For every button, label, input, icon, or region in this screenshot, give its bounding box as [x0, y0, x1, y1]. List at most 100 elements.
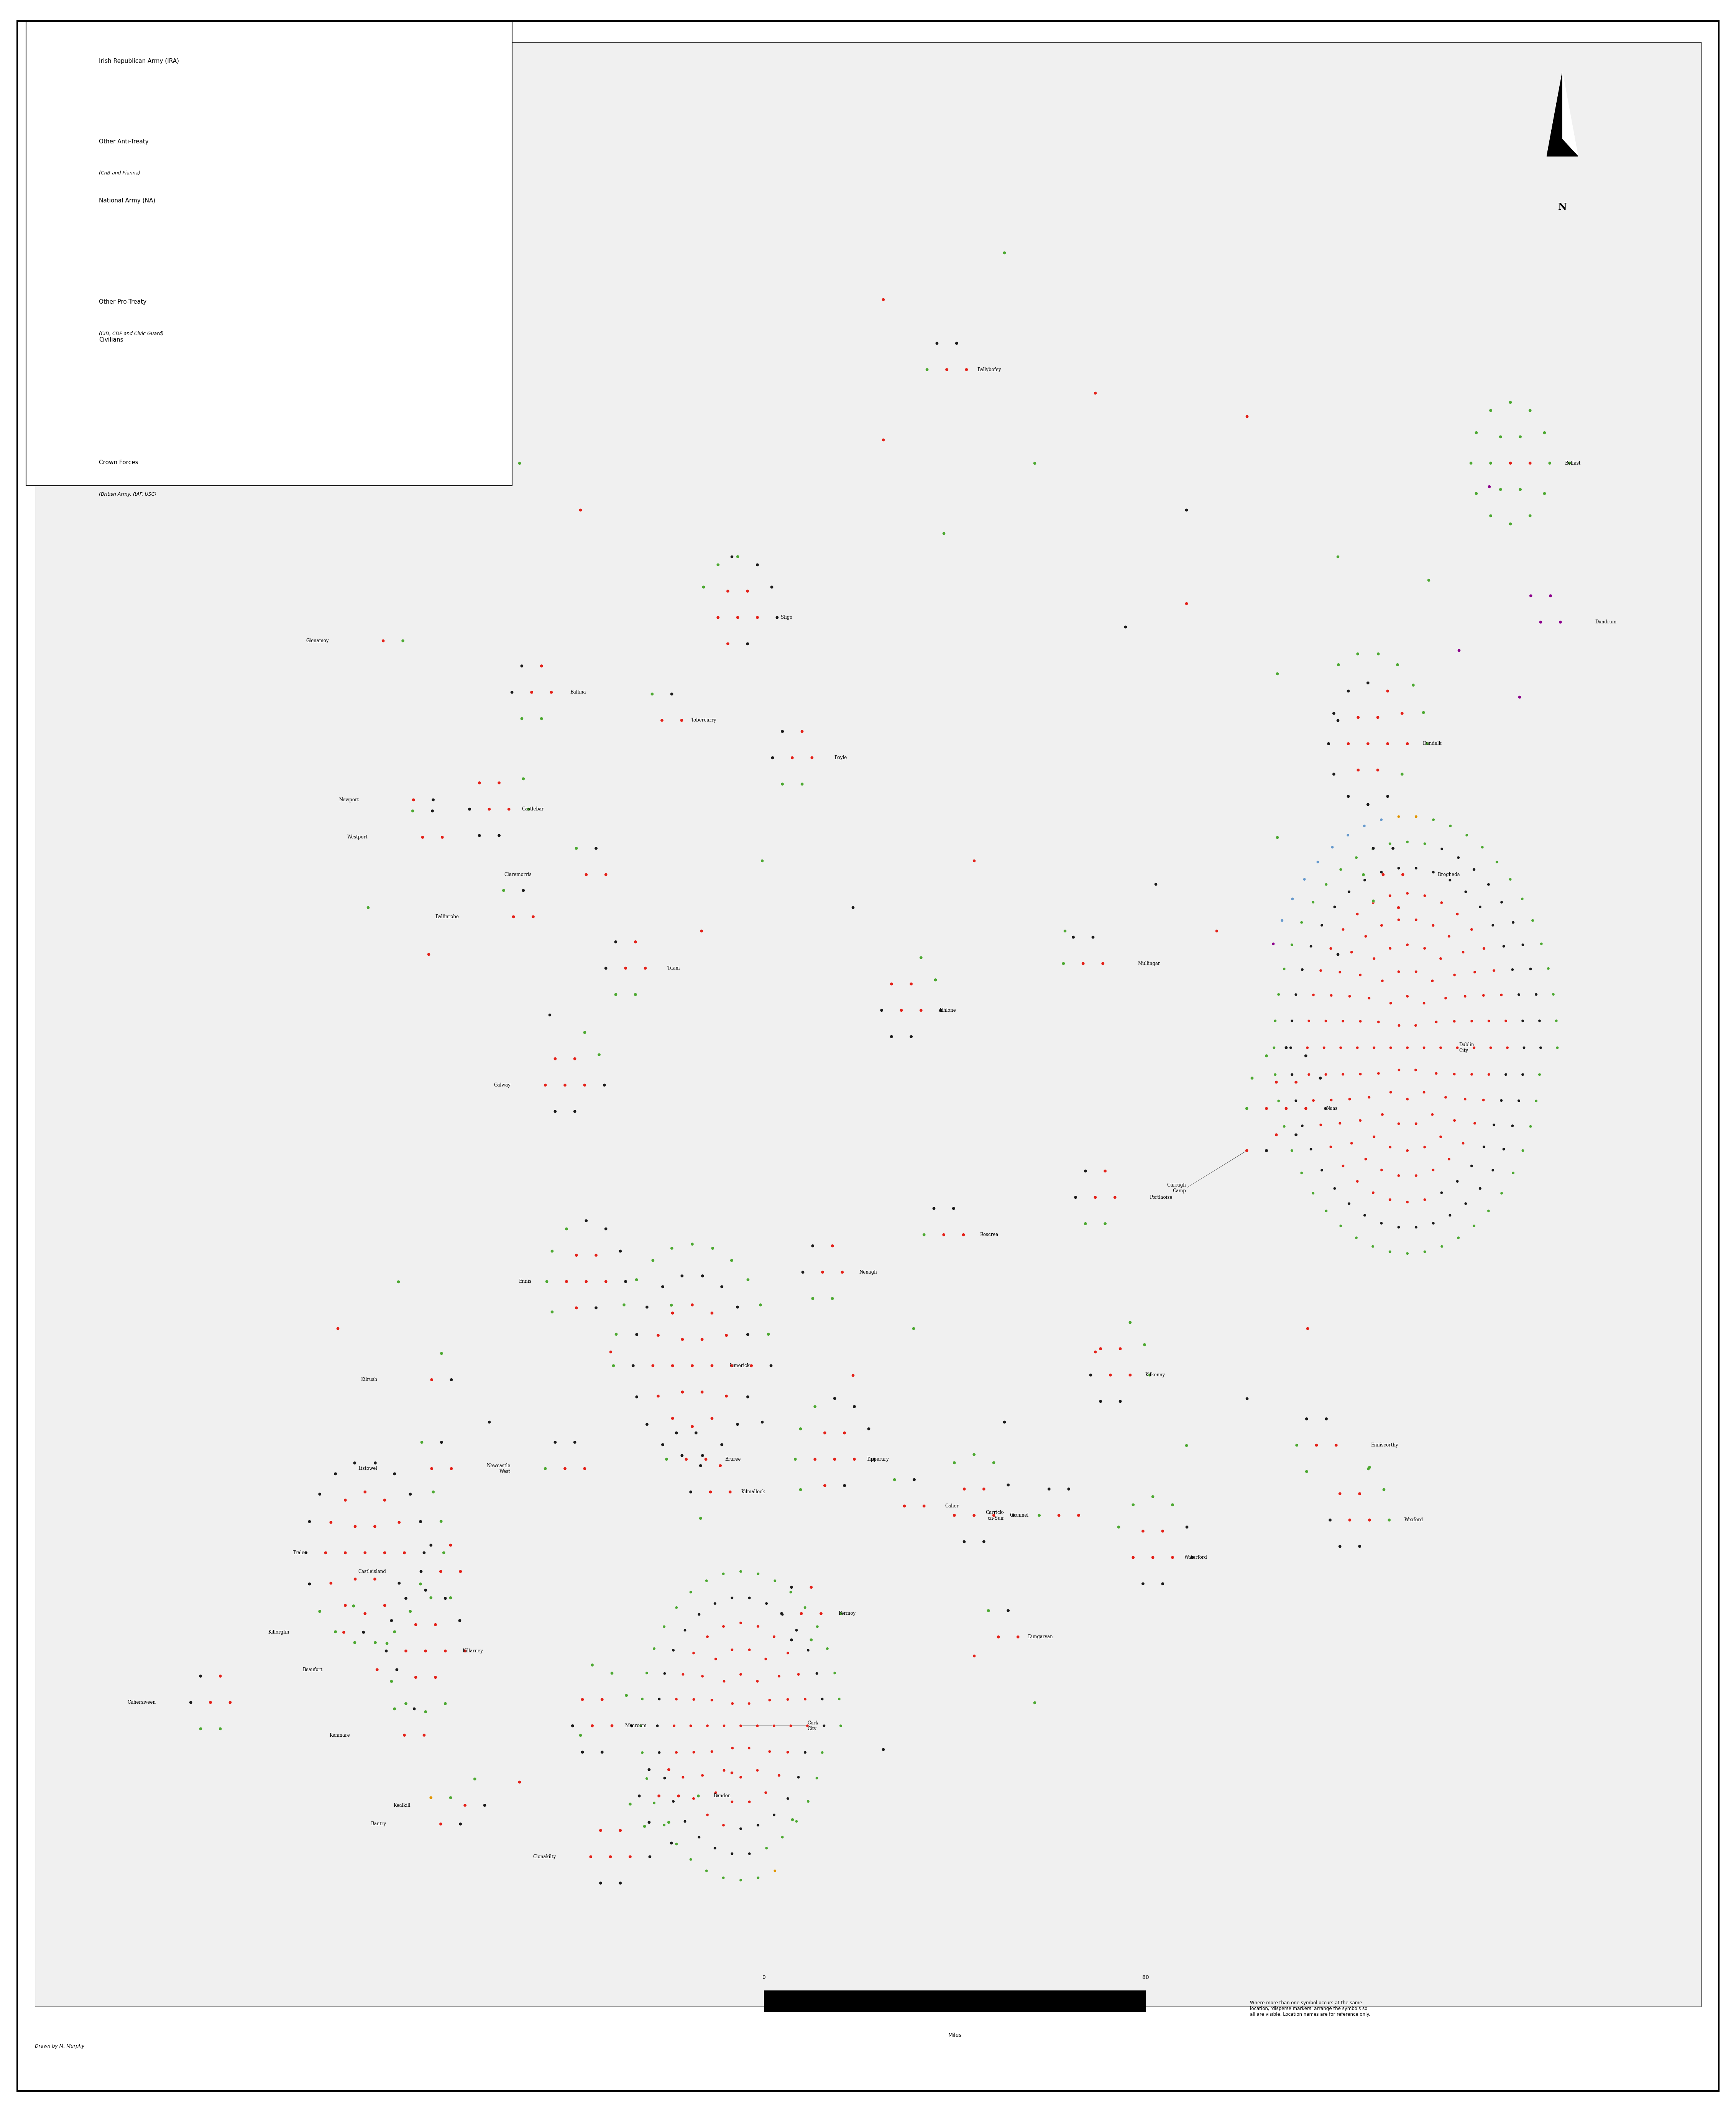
- Point: [606, 1867, 634, 1901]
- Point: [519, 900, 547, 934]
- Point: [1385, 1054, 1413, 1088]
- Point: [776, 1576, 804, 1609]
- Point: [776, 1709, 804, 1742]
- Point: [1460, 853, 1488, 887]
- Point: [941, 1447, 969, 1481]
- Point: [1087, 1333, 1115, 1366]
- Point: [809, 1255, 837, 1288]
- Point: [1488, 1083, 1516, 1117]
- Point: [748, 845, 776, 879]
- Point: [385, 1567, 413, 1601]
- Point: [1411, 879, 1439, 912]
- Point: [1385, 1210, 1413, 1244]
- Point: [1517, 579, 1545, 612]
- Text: Claremorris: Claremorris: [503, 872, 531, 876]
- Text: Castlebar: Castlebar: [523, 807, 543, 811]
- Point: [693, 1442, 720, 1476]
- Point: [809, 1736, 837, 1770]
- Point: [437, 1582, 465, 1616]
- Point: [1266, 1083, 1293, 1117]
- Point: [734, 1263, 762, 1297]
- Text: 0: 0: [762, 1975, 766, 1981]
- Point: [1354, 788, 1382, 822]
- Point: [840, 1442, 868, 1476]
- Point: [1479, 908, 1507, 942]
- Point: [639, 1244, 667, 1278]
- Point: [1401, 1054, 1429, 1088]
- Point: [668, 1438, 696, 1472]
- Text: Civilians: Civilians: [99, 338, 123, 342]
- Point: [396, 1476, 424, 1510]
- Point: [576, 1840, 604, 1873]
- Point: [599, 1656, 627, 1690]
- Point: [1394, 826, 1422, 860]
- Point: [974, 1595, 1002, 1628]
- Point: [979, 1500, 1007, 1533]
- Text: Sligo: Sligo: [781, 615, 792, 621]
- Point: [1384, 891, 1411, 925]
- Point: [799, 1229, 826, 1263]
- Point: [677, 1576, 705, 1609]
- Point: [755, 1318, 783, 1352]
- Point: [788, 767, 816, 800]
- Point: [1453, 817, 1481, 851]
- Point: [378, 1664, 406, 1698]
- Point: [774, 1683, 802, 1717]
- Point: [681, 1637, 708, 1671]
- Point: [432, 1687, 460, 1721]
- Point: [698, 1734, 726, 1768]
- Text: Bantry: Bantry: [372, 1821, 385, 1827]
- Point: [415, 938, 443, 972]
- Point: [1325, 648, 1352, 682]
- Point: [1149, 1514, 1177, 1548]
- Point: [1318, 830, 1345, 864]
- Point: [1321, 1172, 1349, 1206]
- Point: [1444, 841, 1472, 874]
- Point: [1262, 1003, 1290, 1037]
- Point: [1500, 1155, 1528, 1189]
- Point: [391, 1535, 418, 1569]
- Point: [1444, 1221, 1472, 1255]
- Point: [1338, 936, 1366, 969]
- Point: [1281, 978, 1309, 1012]
- Point: [1128, 1514, 1156, 1548]
- Point: [1120, 1487, 1147, 1521]
- Point: [734, 1318, 762, 1352]
- Point: [701, 1831, 729, 1865]
- Point: [800, 1442, 828, 1476]
- Point: [1458, 1003, 1486, 1037]
- Point: [658, 1288, 686, 1322]
- Point: [891, 1489, 918, 1523]
- Point: [677, 1842, 705, 1875]
- Point: [1469, 830, 1496, 864]
- Point: [712, 1318, 740, 1352]
- Point: [668, 1658, 696, 1692]
- Text: Nenagh: Nenagh: [859, 1269, 877, 1276]
- Point: [1326, 955, 1354, 988]
- Point: [1432, 982, 1460, 1016]
- Point: [1299, 885, 1326, 919]
- Point: [455, 792, 483, 826]
- Point: [411, 1573, 439, 1607]
- Point: [1356, 982, 1384, 1016]
- Point: [1172, 587, 1200, 621]
- Text: Bandon: Bandon: [713, 1793, 731, 1799]
- Point: [401, 1692, 429, 1726]
- Point: [1427, 885, 1455, 919]
- Point: [611, 950, 639, 984]
- Point: [1352, 919, 1380, 953]
- Point: [1281, 1083, 1309, 1117]
- Point: [1507, 420, 1535, 454]
- Point: [760, 1854, 788, 1888]
- Point: [1377, 879, 1404, 912]
- Point: [639, 678, 667, 712]
- Point: [687, 1502, 715, 1535]
- Point: [1076, 1358, 1104, 1392]
- Point: [1158, 1540, 1186, 1573]
- Point: [901, 1464, 929, 1497]
- Point: [710, 1808, 738, 1842]
- Point: [1338, 1126, 1366, 1159]
- Point: [1288, 1109, 1316, 1143]
- Point: [187, 1660, 215, 1694]
- Point: [1403, 800, 1430, 834]
